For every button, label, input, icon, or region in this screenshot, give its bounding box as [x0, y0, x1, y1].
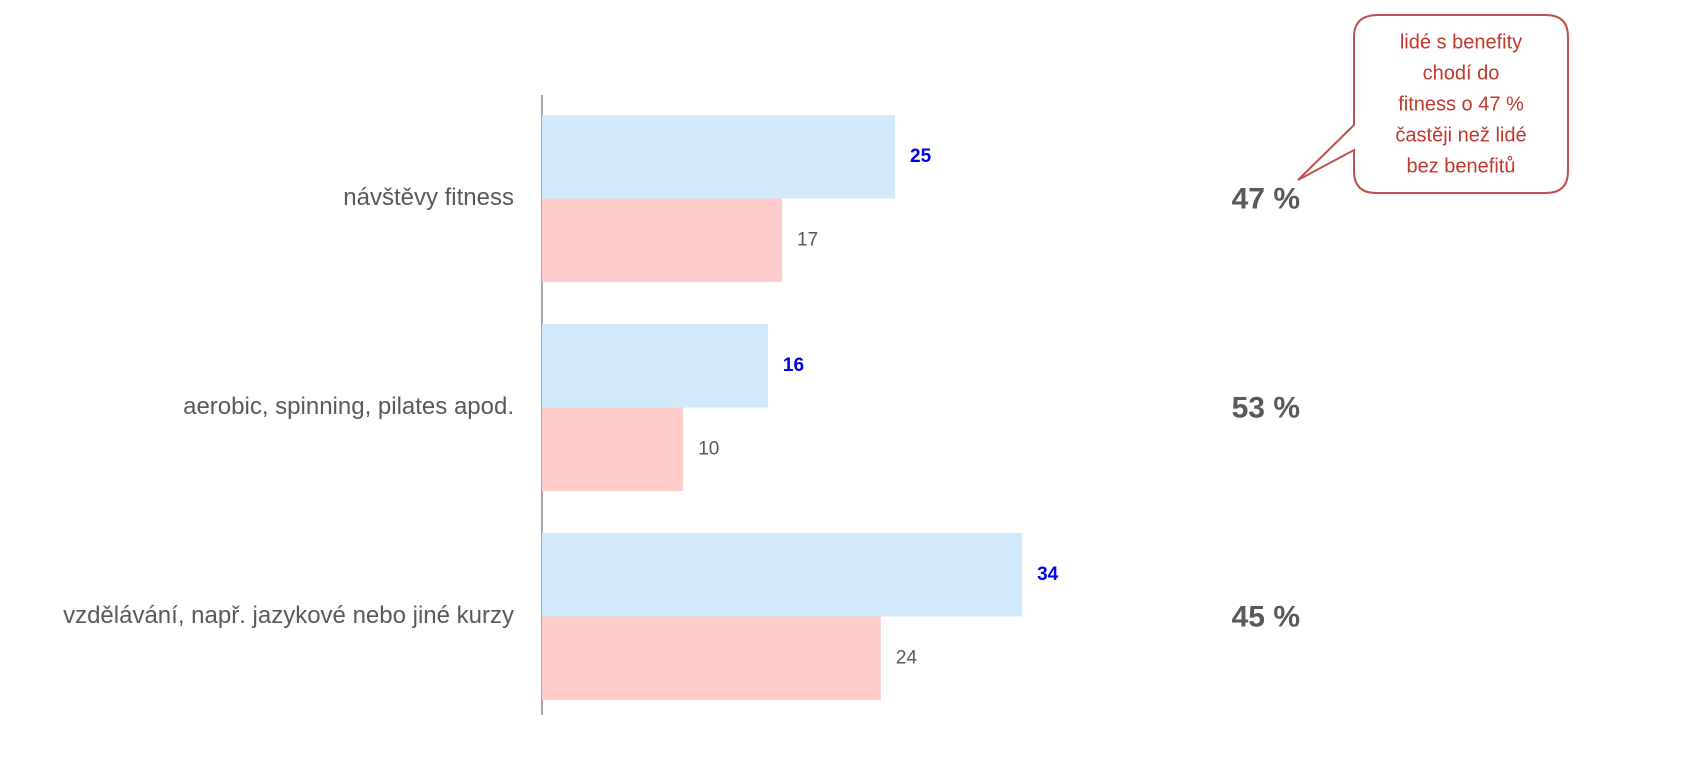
value-label: 24: [896, 647, 918, 668]
value-label: 16: [783, 355, 804, 376]
category-label: návštěvy fitness: [343, 184, 514, 211]
bar: [542, 324, 768, 408]
callout-text: častěji než lidé: [1395, 124, 1526, 146]
category-label: aerobic, spinning, pilates apod.: [183, 393, 514, 420]
callout-text: chodí do: [1423, 62, 1500, 84]
difference-label: 47 %: [1232, 182, 1300, 215]
callout-text: bez benefitů: [1407, 155, 1516, 177]
bar: [542, 616, 881, 700]
bar: [542, 198, 783, 282]
value-label: 17: [797, 229, 818, 250]
value-label: 10: [698, 438, 719, 459]
difference-label: 45 %: [1232, 600, 1300, 633]
value-label: 34: [1037, 564, 1059, 585]
bar: [542, 407, 684, 491]
category-label: vzdělávání, např. jazykové nebo jiné kur…: [63, 602, 514, 629]
callout-text: fitness o 47 %: [1398, 93, 1524, 115]
bar: [542, 533, 1023, 617]
value-label: 25: [910, 146, 932, 167]
callout-box: [1297, 14, 1569, 194]
bar: [542, 115, 895, 199]
difference-label: 53 %: [1232, 391, 1300, 424]
callout-text: lidé s benefity: [1400, 31, 1522, 53]
